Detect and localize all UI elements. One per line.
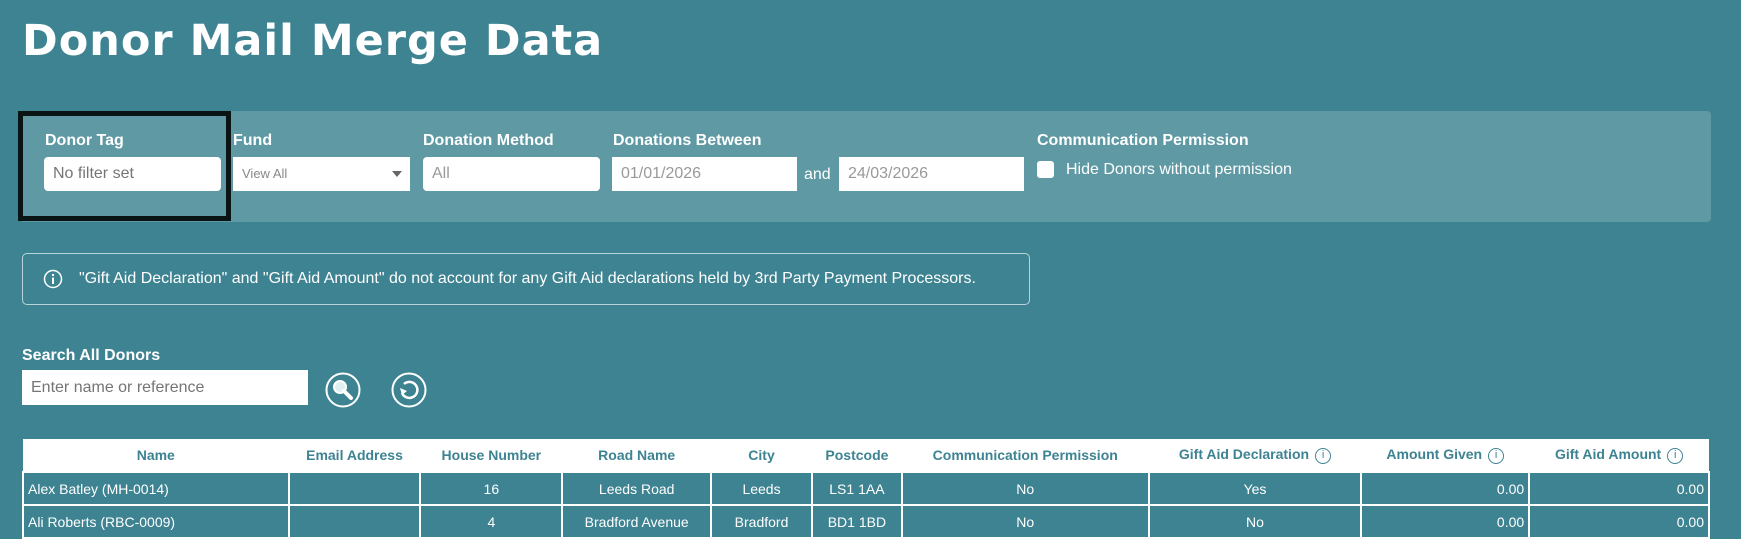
col-gift-aid-declaration[interactable]: Gift Aid Declaration i	[1148, 439, 1362, 472]
table-cell: 4	[419, 504, 564, 539]
chevron-down-icon	[392, 171, 402, 177]
table-cell: No	[900, 471, 1150, 506]
table-row[interactable]: Ali Roberts (RBC-0009) 4 Bradford Avenue Br…	[22, 504, 1710, 539]
col-name[interactable]: Name	[23, 439, 289, 472]
col-gift-aid-amount[interactable]: Gift Aid Amount i	[1529, 439, 1709, 472]
communication-permission-label: Communication Permission	[1037, 132, 1249, 149]
col-house-number[interactable]: House Number	[420, 439, 563, 472]
table-cell: No	[1147, 504, 1363, 539]
col-communication-permission[interactable]: Communication Permission	[901, 439, 1149, 472]
hide-donors-checkbox[interactable]	[1037, 161, 1054, 178]
col-city[interactable]: City	[711, 439, 812, 472]
fund-value: View All	[242, 166, 288, 181]
table-cell: Bradford	[710, 504, 813, 539]
info-icon[interactable]: i	[1488, 447, 1505, 464]
table-cell: Alex Batley (MH-0014)	[22, 471, 290, 506]
col-label: Gift Aid Declaration	[1178, 446, 1310, 463]
search-input[interactable]	[22, 370, 308, 405]
table-cell: Bradford Avenue	[561, 504, 713, 539]
donor-tag-label: Donor Tag	[45, 132, 124, 149]
table-cell	[287, 504, 422, 539]
table-cell: Leeds	[710, 471, 813, 506]
gift-aid-info-banner: "Gift Aid Declaration" and "Gift Aid Amo…	[22, 253, 1030, 305]
col-postcode[interactable]: Postcode	[811, 439, 902, 472]
table-cell: Leeds Road	[561, 471, 713, 506]
col-amount-given[interactable]: Amount Given i	[1361, 439, 1530, 472]
col-label: Gift Aid Amount	[1554, 446, 1662, 463]
col-label: Amount Given	[1386, 446, 1483, 463]
table-cell: 0.00	[1528, 471, 1710, 506]
col-email[interactable]: Email Address	[288, 439, 421, 472]
hide-donors-label: Hide Donors without permission	[1066, 161, 1292, 178]
donor-tag-input[interactable]	[44, 157, 221, 191]
fund-label: Fund	[233, 132, 273, 149]
table-cell: 0.00	[1360, 504, 1531, 539]
search-button[interactable]	[325, 372, 361, 408]
donor-tag-highlight	[18, 111, 231, 221]
col-road-name[interactable]: Road Name	[562, 439, 712, 472]
info-icon	[43, 269, 63, 289]
donation-method-label: Donation Method	[423, 132, 554, 149]
table-cell: 0.00	[1360, 471, 1531, 506]
table-cell: 16	[419, 471, 564, 506]
donation-method-input[interactable]: All	[423, 157, 600, 191]
table-cell: BD1 1BD	[810, 504, 903, 539]
donor-table: Name Email Address House Number Road Nam…	[22, 439, 1710, 539]
info-icon[interactable]: i	[1315, 447, 1332, 464]
page-title: Donor Mail Merge Data	[22, 16, 604, 66]
table-cell: LS1 1AA	[810, 471, 903, 506]
table-row[interactable]: Alex Batley (MH-0014) 16 Leeds Road Leeds LS…	[22, 471, 1710, 506]
donations-between-label: Donations Between	[613, 132, 762, 149]
table-header-row: Name Email Address House Number Road Nam…	[23, 439, 1709, 472]
info-icon[interactable]: i	[1667, 447, 1684, 464]
table-cell: 0.00	[1528, 504, 1710, 539]
table-cell: Yes	[1147, 471, 1363, 506]
info-text: "Gift Aid Declaration" and "Gift Aid Amo…	[79, 270, 976, 287]
table-cell: No	[900, 504, 1150, 539]
date-to-input[interactable]: 24/03/2026	[839, 157, 1024, 191]
date-from-input[interactable]: 01/01/2026	[612, 157, 797, 191]
fund-select[interactable]: View All	[233, 157, 410, 191]
search-label: Search All Donors	[22, 347, 161, 364]
table-cell	[287, 471, 422, 506]
reset-button[interactable]	[391, 372, 427, 408]
table-cell: Ali Roberts (RBC-0009)	[22, 504, 290, 539]
and-label: and	[804, 166, 831, 183]
